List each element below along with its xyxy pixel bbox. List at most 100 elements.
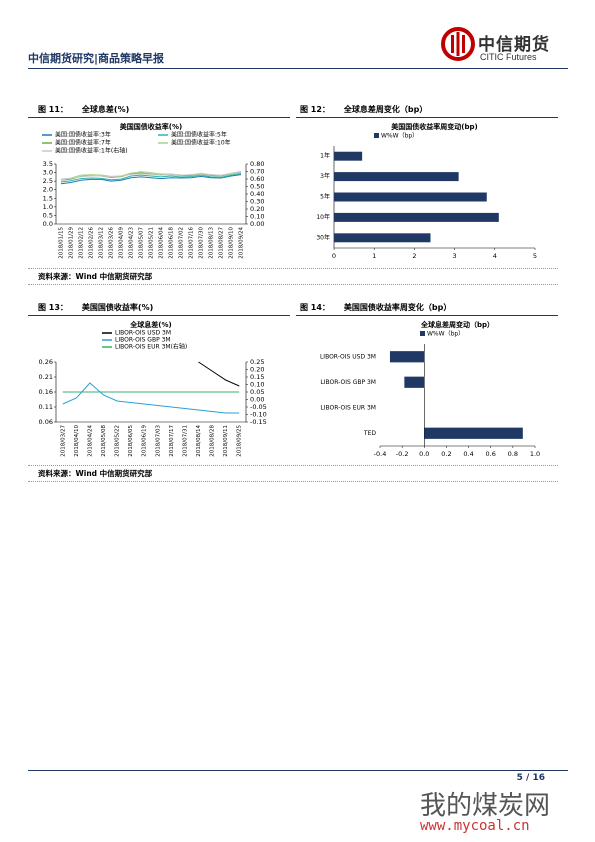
x-tick-label: 2018/08/27 [219, 227, 225, 259]
y-tick-label: 0.21 [39, 373, 53, 381]
y2-tick-label: 0.10 [250, 381, 264, 389]
x-tick-label: 2018/08/14 [196, 425, 202, 457]
legend-swatch [374, 133, 379, 138]
series-line [62, 382, 240, 414]
figure-caption: 图 12： 全球息差周变化（bp） [300, 105, 428, 114]
y-tick-label: 3年 [320, 172, 330, 180]
bar [334, 212, 499, 222]
x-tick-label: 2 [412, 252, 416, 260]
bar [334, 172, 459, 182]
y2-tick-label: 0.70 [250, 168, 264, 176]
legend-label: W%W（bp） [381, 133, 418, 140]
x-tick-label: 2018/04/09 [119, 227, 125, 259]
y-tick-label: TED [363, 430, 376, 437]
x-tick-label: 4 [493, 252, 497, 260]
watermark: 我的煤炭网 [420, 791, 551, 821]
legend-label: 美国:国债收益率:10年 [171, 139, 231, 147]
x-tick-label: 2018/05/22 [115, 425, 121, 457]
x-tick-label: 2018/06/18 [169, 227, 175, 259]
header-rule [28, 68, 568, 69]
y-tick-label: 1.0 [43, 203, 53, 211]
y2-tick-label: 0.60 [250, 175, 264, 183]
x-tick-label: 2018/01/29 [69, 227, 75, 259]
x-tick-label: 3 [453, 252, 457, 260]
y-tick-label: 0.5 [43, 211, 53, 219]
x-tick-label: 1.0 [530, 450, 540, 458]
y-tick-label: 1.5 [43, 194, 53, 202]
chart: 美国国债收益率(%) 美国:国债收益率:3年 美国:国债收益率:5年美国:国债收益率… [42, 122, 264, 259]
axis [55, 362, 247, 423]
y2-tick-label: 0.30 [250, 198, 264, 206]
y2-tick-label: 0.50 [250, 183, 264, 191]
x-tick-label: 2018/02/26 [89, 227, 95, 259]
y-tick-label: 2.5 [43, 177, 53, 185]
y2-tick-label: 0.00 [250, 396, 264, 404]
caption-rule [28, 315, 290, 316]
y2-tick-label: 0.10 [250, 213, 264, 221]
figure-caption: 图 14： 美国国债收益率周变化（bp） [300, 303, 452, 312]
x-tick-label: 2018/03/27 [60, 425, 66, 457]
legend-label: 美国:国债收益率:5年 [171, 131, 227, 139]
x-tick-label: 2018/09/24 [239, 227, 245, 259]
x-tick-label: 2018/03/12 [99, 227, 105, 259]
y2-tick-label: 0.80 [250, 160, 264, 168]
bar [334, 192, 487, 202]
x-tick-label: -0.2 [396, 450, 409, 458]
bar [334, 151, 363, 161]
x-tick-label: 0.6 [486, 450, 496, 458]
x-tick-label: 2018/06/04 [159, 227, 165, 259]
figure-caption: 图 13： 美国国债收益率(%) [38, 303, 154, 312]
axis [55, 164, 247, 225]
legend-label: 美国:国债收益率:3年 [55, 131, 111, 139]
y-tick-label: 10年 [316, 213, 330, 221]
x-tick-label: 2018/08/28 [210, 425, 216, 457]
y2-tick-label: 0.05 [250, 388, 264, 396]
y-tick-label: 0.11 [39, 403, 53, 411]
chart: 美国国债收益率周变动(bp) W%W（bp） 0 1 2 3 4 5 1年 3年 5年 10年 30年 [316, 122, 537, 260]
bar [404, 376, 425, 388]
x-tick-label: 2018/03/26 [109, 227, 115, 259]
y2-tick-label: 0.20 [250, 366, 264, 374]
y2-tick-label: 0.00 [250, 220, 264, 228]
x-tick-label: 2018/07/17 [169, 425, 175, 457]
y2-tick-label: -0.10 [250, 411, 267, 419]
x-tick-label: 2018/09/11 [223, 425, 229, 457]
separator [28, 268, 558, 269]
x-tick-label: 2018/07/30 [199, 227, 205, 259]
y-tick-label: 0.06 [39, 418, 53, 426]
y-tick-label: 3.0 [43, 169, 53, 177]
x-tick-label: 2018/06/05 [128, 425, 134, 457]
x-tick-label: 0.2 [441, 450, 451, 458]
series-line [60, 172, 242, 183]
y-tick-label: 30年 [316, 233, 330, 241]
y-tick-label: 0.26 [39, 358, 53, 366]
separator [28, 284, 558, 285]
series-line [198, 361, 240, 387]
legend-label: LIBOR-OIS USD 3M [115, 330, 171, 337]
bar [389, 351, 425, 363]
x-tick-label: 2018/02/12 [79, 227, 85, 259]
x-tick-label: 2018/07/16 [189, 227, 195, 259]
header-title: 中信期货研究|商品策略早报 [28, 52, 165, 65]
x-tick-label: 0.0 [419, 450, 429, 458]
watermark-url: www.mycoal.cn [420, 818, 530, 834]
x-tick-label: 2018/05/07 [139, 227, 145, 259]
y-tick-label: 1年 [320, 152, 330, 160]
x-tick-label: 1 [372, 252, 376, 260]
bar [334, 233, 431, 243]
y2-tick-label: 0.25 [250, 358, 264, 366]
x-tick-label: 2018/05/21 [149, 227, 155, 259]
y-tick-label: LIBOR-OIS USD 3M [320, 353, 376, 360]
x-tick-label: 2018/09/25 [237, 425, 243, 457]
source-note: 资料来源：Wind 中信期货研究部 [38, 272, 153, 281]
caption-rule [28, 117, 290, 118]
x-tick-label: 2018/04/23 [129, 227, 135, 259]
x-tick-label: 2018/01/15 [59, 227, 65, 259]
x-tick-label: 0 [332, 252, 336, 260]
y-tick-label: 5年 [320, 193, 330, 201]
separator [28, 465, 558, 466]
x-tick-label: 2018/07/02 [179, 227, 185, 259]
footer-rule [28, 770, 568, 771]
x-tick-label: 2018/06/19 [142, 425, 148, 457]
